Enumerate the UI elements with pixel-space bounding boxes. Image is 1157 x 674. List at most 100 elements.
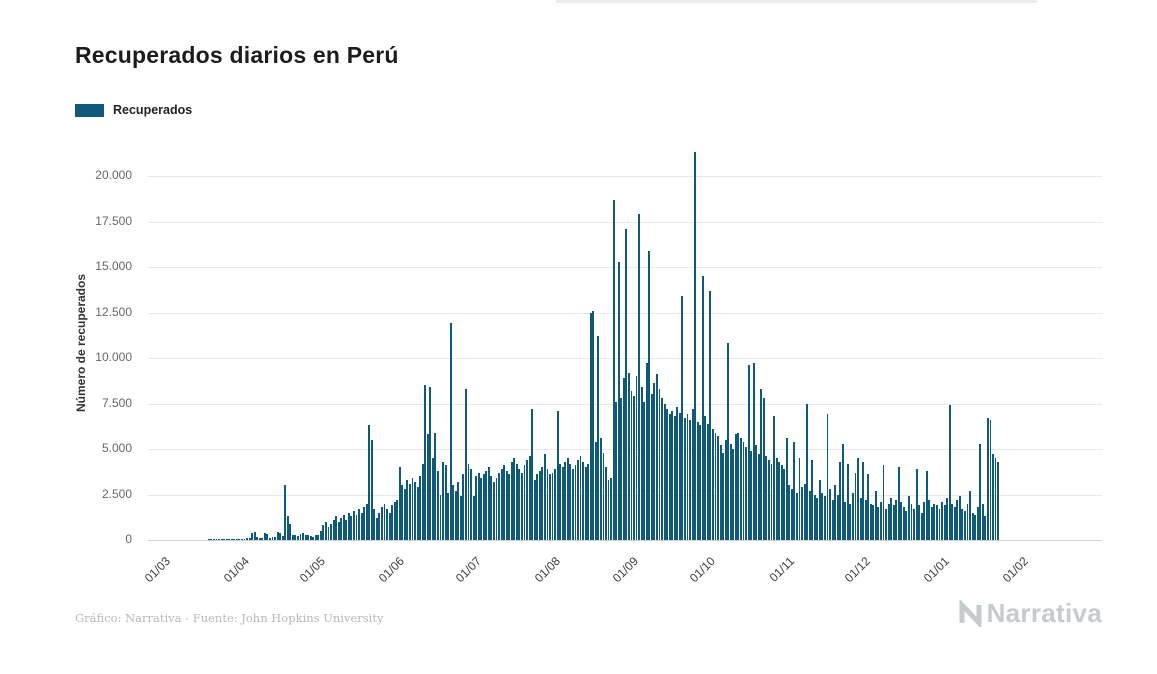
bar <box>225 539 228 540</box>
bar <box>365 503 368 540</box>
gridline <box>148 540 1102 541</box>
bar <box>215 539 218 540</box>
bar <box>997 461 1000 540</box>
narrativa-logo-icon <box>959 600 982 627</box>
bar <box>375 518 378 540</box>
bar <box>729 443 732 540</box>
bar <box>788 485 791 540</box>
bar <box>258 538 261 540</box>
bar <box>279 533 282 540</box>
bar <box>750 450 753 540</box>
bar <box>829 489 831 540</box>
bar <box>696 421 699 540</box>
bar <box>419 476 422 540</box>
bar <box>431 458 434 540</box>
bar <box>403 489 406 540</box>
bar <box>212 539 215 540</box>
bar <box>895 499 898 540</box>
bar <box>442 461 444 540</box>
bar <box>994 458 997 540</box>
bar <box>648 250 651 540</box>
bar <box>882 465 885 540</box>
bar <box>554 469 557 540</box>
legend-label: Recuperados <box>113 103 193 117</box>
bar <box>335 516 338 540</box>
bar <box>739 438 742 540</box>
bar <box>918 505 921 540</box>
bar <box>976 507 979 540</box>
bar <box>793 441 796 540</box>
plot-area <box>148 148 1102 541</box>
bar <box>900 501 903 540</box>
bar <box>689 419 691 540</box>
bar <box>706 423 709 540</box>
bar <box>933 503 936 540</box>
bar <box>454 490 457 540</box>
bar <box>429 387 432 540</box>
bar <box>615 401 618 540</box>
bar <box>281 536 284 540</box>
bar <box>742 441 745 540</box>
bar <box>248 537 251 540</box>
bar <box>650 394 653 540</box>
bar <box>979 443 982 540</box>
bar <box>355 514 358 540</box>
bar <box>330 523 332 540</box>
bar <box>989 419 992 540</box>
bar <box>487 467 490 540</box>
bar <box>627 372 630 540</box>
bar <box>747 365 750 540</box>
gridline <box>148 494 1102 496</box>
bar <box>839 461 842 540</box>
bar <box>974 514 977 540</box>
bar <box>930 507 933 540</box>
bar <box>571 469 574 540</box>
bar <box>536 474 539 540</box>
bar <box>574 465 577 540</box>
bar <box>770 463 773 540</box>
bar <box>765 456 768 540</box>
bar <box>538 470 541 540</box>
bar <box>683 418 686 540</box>
bar <box>309 536 312 540</box>
bar <box>503 465 506 540</box>
bar <box>243 538 246 540</box>
brand-name: Narrativa <box>986 598 1102 628</box>
bar <box>291 535 294 540</box>
bar <box>966 503 969 540</box>
gridline <box>148 403 1102 405</box>
bar <box>363 507 366 540</box>
bar <box>617 261 620 540</box>
y-tick-label: 15.000 <box>95 259 132 273</box>
bar <box>857 458 859 540</box>
bar <box>633 396 635 540</box>
bar <box>605 467 607 540</box>
bar <box>493 481 495 540</box>
bar <box>594 441 597 540</box>
bar <box>424 385 427 540</box>
bar <box>467 463 470 540</box>
bar <box>905 510 908 540</box>
bar <box>915 469 918 540</box>
footer-credit: Gráfico: Narrativa - Fuente: John Hopkin… <box>75 611 384 625</box>
bar <box>780 465 783 540</box>
bar <box>546 469 549 540</box>
bar <box>459 496 462 540</box>
legend-item-recuperados[interactable]: Recuperados <box>75 103 192 117</box>
bar <box>885 509 887 540</box>
bar <box>480 478 483 540</box>
bar <box>864 499 867 540</box>
bar <box>391 505 394 540</box>
bar <box>862 461 865 540</box>
bar <box>409 483 411 540</box>
bar <box>470 469 472 540</box>
bar <box>778 461 781 540</box>
bar <box>314 535 317 540</box>
bar <box>724 439 727 540</box>
bar <box>378 512 381 540</box>
bar <box>783 469 786 540</box>
bar <box>302 532 304 540</box>
bar <box>345 519 348 540</box>
bar <box>943 505 946 540</box>
bar <box>971 512 974 540</box>
